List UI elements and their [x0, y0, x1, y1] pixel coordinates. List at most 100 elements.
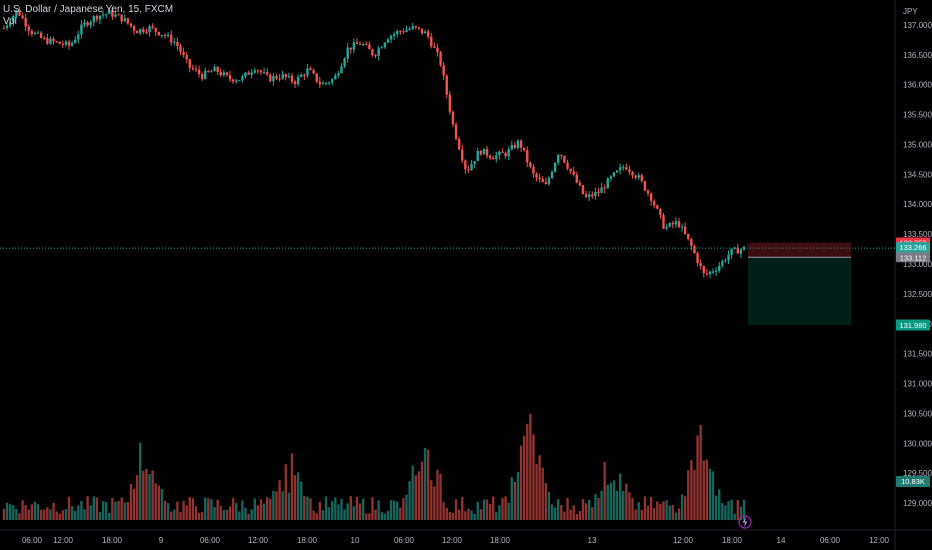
- volume-bar: [340, 498, 343, 520]
- volume-bar: [27, 509, 30, 520]
- volume-bar: [194, 506, 198, 520]
- volume-bar: [284, 464, 287, 520]
- candle-body: [659, 208, 662, 216]
- volume-bar: [46, 507, 49, 520]
- volume-bar: [95, 497, 99, 520]
- candle-body: [61, 43, 65, 45]
- volume-bar: [714, 495, 718, 520]
- candle-body: [739, 249, 743, 254]
- volume-bar: [123, 502, 126, 520]
- candle-body: [39, 32, 43, 38]
- volume-bar: [151, 470, 154, 520]
- volume-bar: [231, 498, 235, 520]
- candle-body: [30, 31, 34, 35]
- candle-body: [216, 66, 219, 73]
- volume-bar: [74, 510, 77, 520]
- volume-bar: [235, 503, 238, 520]
- volume-bar: [646, 505, 650, 520]
- candle-body: [275, 75, 278, 79]
- volume-bar: [253, 498, 256, 520]
- candle-body: [408, 28, 411, 30]
- candle-body: [117, 14, 120, 16]
- volume-bar: [371, 497, 374, 520]
- candle-body: [711, 271, 715, 273]
- volume-bar: [244, 507, 247, 520]
- candle-body: [58, 41, 61, 44]
- volume-bar: [742, 499, 746, 520]
- volume-bar: [80, 500, 83, 520]
- volume-bar: [5, 502, 9, 520]
- volume-bar: [15, 508, 18, 520]
- candle-body: [693, 245, 696, 254]
- candle-body: [361, 44, 365, 46]
- candle-body: [550, 171, 554, 178]
- candle-body: [615, 170, 619, 173]
- candle-body: [516, 140, 520, 148]
- price-tick-13: 130.500: [903, 409, 932, 418]
- volume-bar: [457, 509, 461, 520]
- volume-bar: [594, 494, 597, 520]
- candle-body: [495, 155, 498, 160]
- time-tick-4: 06:00: [200, 536, 221, 545]
- candle-body: [349, 47, 352, 50]
- volume-bar: [519, 445, 523, 520]
- volume-bar: [386, 510, 390, 520]
- volume-bar: [200, 512, 204, 520]
- candle-body: [423, 31, 427, 34]
- volume-bar: [262, 503, 266, 520]
- volume-bar: [615, 490, 619, 520]
- volume-bar: [355, 496, 359, 520]
- volume-bar: [135, 475, 139, 520]
- candle-body: [219, 72, 222, 76]
- candle-body: [182, 51, 185, 55]
- candle-body: [207, 70, 210, 72]
- volume-bar: [659, 503, 662, 520]
- candle-body: [553, 162, 557, 172]
- candle-body: [293, 81, 297, 85]
- candle-body: [132, 26, 136, 31]
- volume-bar: [303, 496, 306, 520]
- volume-bar: [352, 506, 356, 520]
- volume-bar: [538, 455, 541, 520]
- volume-bar: [365, 513, 368, 520]
- volume-bar: [628, 492, 631, 520]
- candle-body: [560, 154, 563, 156]
- candle-body: [321, 83, 325, 85]
- candle-body: [176, 41, 179, 47]
- candle-body: [665, 226, 668, 229]
- candle-body: [24, 18, 27, 27]
- candle-body: [129, 23, 133, 27]
- candle-body: [343, 58, 346, 67]
- time-tick-5: 12:00: [248, 536, 269, 545]
- price-tick-7: 133.500: [903, 230, 932, 239]
- volume-bar: [272, 490, 275, 520]
- candle-body: [473, 161, 476, 165]
- volume-bar: [213, 507, 216, 520]
- volume-bar: [250, 509, 253, 520]
- volume-bar: [690, 460, 693, 520]
- candle-body: [300, 75, 303, 77]
- target-price-tag: 131.980: [899, 321, 926, 330]
- volume-bar: [640, 509, 644, 520]
- candle-body: [355, 42, 359, 45]
- volume-bar: [507, 502, 510, 520]
- candle-body: [448, 94, 452, 112]
- volume-bar: [104, 501, 108, 520]
- volume-bar: [436, 469, 439, 520]
- volume-bar: [67, 496, 71, 520]
- volume-bar: [49, 509, 52, 520]
- entry-price-tag: 133.112: [900, 253, 927, 262]
- volume-bar: [145, 468, 148, 520]
- volume-bar: [300, 481, 303, 520]
- candle-body: [451, 111, 455, 125]
- time-tick-10: 18:00: [490, 536, 511, 545]
- candle-body: [600, 187, 603, 194]
- price-tick-9: 132.500: [903, 290, 932, 299]
- candle-body: [331, 79, 334, 83]
- candle-body: [724, 260, 727, 262]
- volume-bar: [111, 498, 114, 520]
- volume-bar: [12, 505, 15, 520]
- candle-body: [18, 9, 21, 16]
- time-tick-9: 12:00: [442, 536, 463, 545]
